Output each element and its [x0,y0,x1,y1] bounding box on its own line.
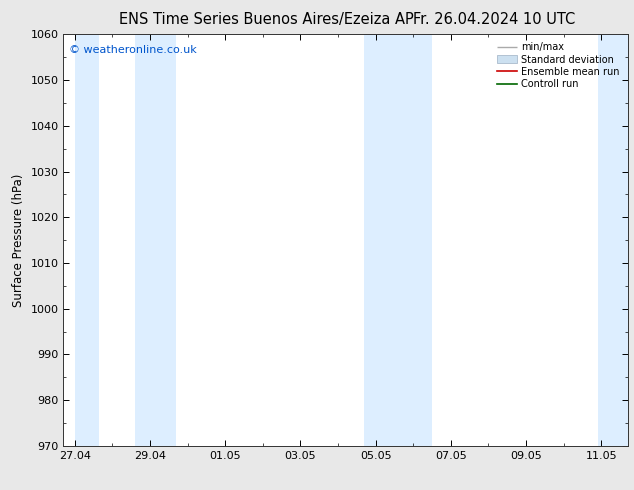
Bar [135,34,176,446]
Legend: min/max, Standard deviation, Ensemble mean run, Controll run: min/max, Standard deviation, Ensemble me… [494,39,623,92]
Y-axis label: Surface Pressure (hPa): Surface Pressure (hPa) [12,173,25,307]
Text: ENS Time Series Buenos Aires/Ezeiza AP: ENS Time Series Buenos Aires/Ezeiza AP [119,12,413,27]
Bar [75,34,99,446]
Text: Fr. 26.04.2024 10 UTC: Fr. 26.04.2024 10 UTC [413,12,576,27]
Bar [365,34,432,446]
Text: © weatheronline.co.uk: © weatheronline.co.uk [69,45,197,54]
Bar [598,34,628,446]
